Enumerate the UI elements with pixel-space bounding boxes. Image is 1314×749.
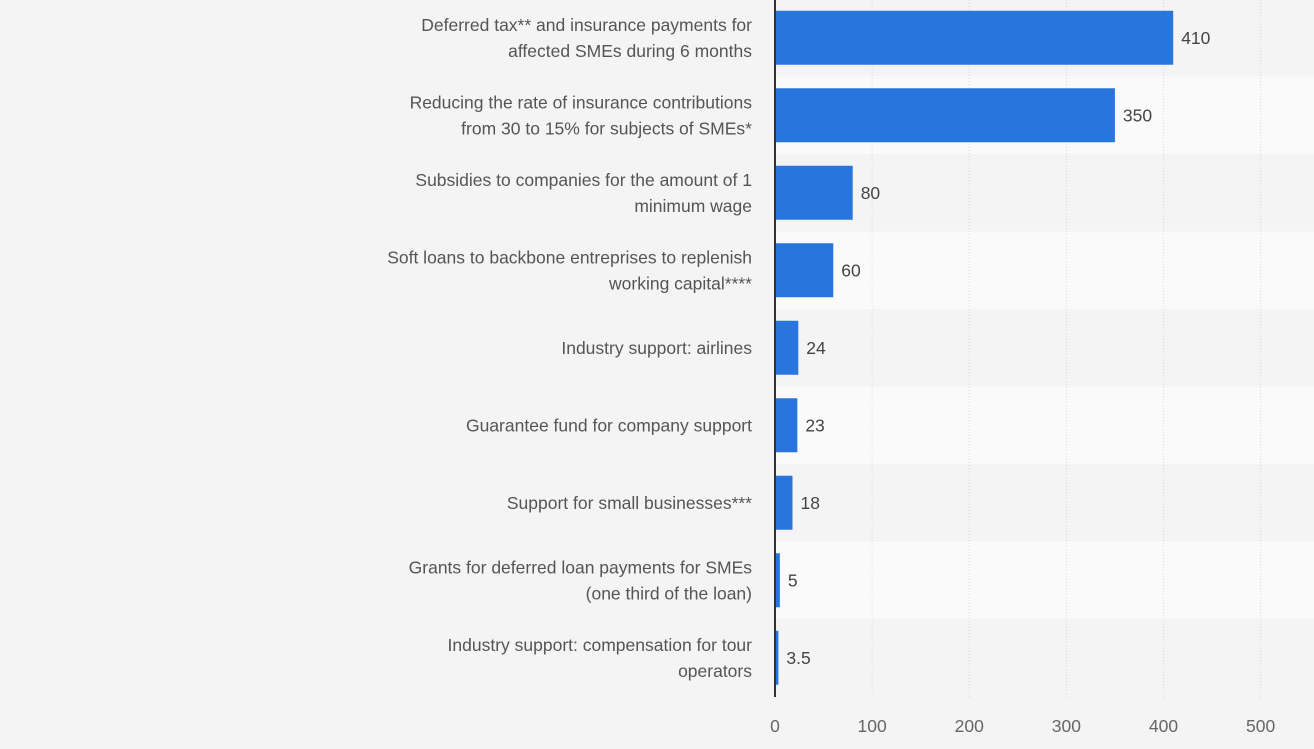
bar: [775, 88, 1115, 143]
category-label: Guarantee fund for company support: [466, 415, 752, 435]
category-label: Support for small businesses***: [507, 493, 752, 513]
x-tick-label: 500: [1246, 716, 1275, 736]
category-label: Grants for deferred loan payments for SM…: [409, 557, 753, 603]
value-label: 80: [861, 183, 881, 203]
x-tick-label: 400: [1149, 716, 1178, 736]
value-labels: 410 350 80 60 24 23 18 5 3.5: [786, 28, 1210, 668]
x-tick-label: 100: [858, 716, 887, 736]
bar: [775, 165, 853, 220]
category-label: Industry support: compensation for tour o…: [448, 635, 753, 681]
bar: [775, 10, 1174, 65]
category-label: Industry support: airlines: [561, 338, 752, 358]
value-label: 5: [788, 570, 798, 590]
category-labels: Deferred tax** and insurance payments fo…: [387, 15, 752, 681]
bar: [775, 398, 798, 453]
category-label: Reducing the rate of insurance contribut…: [410, 92, 753, 138]
row-band: [775, 541, 1314, 619]
category-label: Soft loans to backbone entreprises to re…: [387, 247, 752, 293]
x-tick-label: 300: [1052, 716, 1081, 736]
x-tick-label: 200: [955, 716, 984, 736]
bar: [775, 553, 780, 608]
bar: [775, 630, 779, 685]
value-label: 60: [841, 260, 861, 280]
row-bands: [775, 76, 1314, 619]
bar: [775, 320, 799, 375]
row-band: [775, 386, 1314, 464]
value-label: 23: [805, 415, 824, 435]
bar: [775, 475, 793, 530]
value-label: 3.5: [786, 648, 810, 668]
x-axis-ticks: 0 100 200 300 400 500: [770, 716, 1275, 736]
bars: [775, 10, 1174, 685]
value-label: 18: [800, 493, 819, 513]
x-tick-label: 0: [770, 716, 780, 736]
category-label: Deferred tax** and insurance payments fo…: [421, 15, 752, 61]
row-band: [775, 231, 1314, 309]
gridlines: [871, 0, 1262, 697]
bar: [775, 243, 834, 298]
value-label: 350: [1123, 105, 1152, 125]
value-label: 24: [806, 338, 826, 358]
category-label: Subsidies to companies for the amount of…: [415, 170, 752, 216]
value-label: 410: [1181, 28, 1210, 48]
